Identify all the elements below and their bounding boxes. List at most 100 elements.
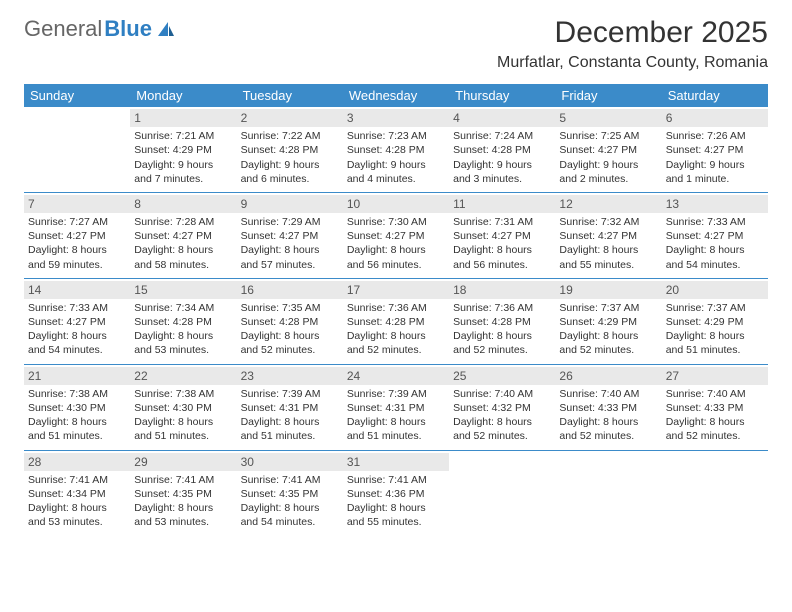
day-number: 7 bbox=[24, 195, 130, 213]
calendar-day-cell: 16Sunrise: 7:35 AMSunset: 4:28 PMDayligh… bbox=[237, 278, 343, 364]
sunrise-text: Sunrise: 7:26 AM bbox=[666, 129, 764, 143]
daylight-text: Daylight: 8 hours and 52 minutes. bbox=[559, 329, 657, 357]
sunset-text: Sunset: 4:29 PM bbox=[559, 315, 657, 329]
logo-text-blue: Blue bbox=[104, 16, 152, 42]
sunset-text: Sunset: 4:29 PM bbox=[134, 143, 232, 157]
sunrise-text: Sunrise: 7:40 AM bbox=[559, 387, 657, 401]
sunrise-text: Sunrise: 7:22 AM bbox=[241, 129, 339, 143]
daylight-text: Daylight: 8 hours and 51 minutes. bbox=[347, 415, 445, 443]
sunrise-text: Sunrise: 7:41 AM bbox=[347, 473, 445, 487]
day-number: 13 bbox=[662, 195, 768, 213]
sunrise-text: Sunrise: 7:41 AM bbox=[241, 473, 339, 487]
sunrise-text: Sunrise: 7:30 AM bbox=[347, 215, 445, 229]
sunset-text: Sunset: 4:36 PM bbox=[347, 487, 445, 501]
weekday-header: Wednesday bbox=[343, 84, 449, 107]
sunrise-text: Sunrise: 7:40 AM bbox=[453, 387, 551, 401]
calendar-day-cell bbox=[24, 107, 130, 192]
sunrise-text: Sunrise: 7:23 AM bbox=[347, 129, 445, 143]
sunset-text: Sunset: 4:35 PM bbox=[134, 487, 232, 501]
sunrise-text: Sunrise: 7:34 AM bbox=[134, 301, 232, 315]
daylight-text: Daylight: 8 hours and 58 minutes. bbox=[134, 243, 232, 271]
weekday-header: Thursday bbox=[449, 84, 555, 107]
daylight-text: Daylight: 8 hours and 52 minutes. bbox=[559, 415, 657, 443]
day-number: 12 bbox=[555, 195, 661, 213]
day-number: 17 bbox=[343, 281, 449, 299]
sunrise-text: Sunrise: 7:21 AM bbox=[134, 129, 232, 143]
day-number: 20 bbox=[662, 281, 768, 299]
sunset-text: Sunset: 4:27 PM bbox=[28, 229, 126, 243]
calendar-day-cell: 3Sunrise: 7:23 AMSunset: 4:28 PMDaylight… bbox=[343, 107, 449, 192]
sunset-text: Sunset: 4:27 PM bbox=[666, 143, 764, 157]
calendar-day-cell bbox=[555, 450, 661, 535]
sunrise-text: Sunrise: 7:38 AM bbox=[28, 387, 126, 401]
calendar-day-cell: 5Sunrise: 7:25 AMSunset: 4:27 PMDaylight… bbox=[555, 107, 661, 192]
daylight-text: Daylight: 8 hours and 51 minutes. bbox=[134, 415, 232, 443]
calendar-week-row: 7Sunrise: 7:27 AMSunset: 4:27 PMDaylight… bbox=[24, 192, 768, 278]
calendar-day-cell: 4Sunrise: 7:24 AMSunset: 4:28 PMDaylight… bbox=[449, 107, 555, 192]
weekday-header: Friday bbox=[555, 84, 661, 107]
calendar-day-cell: 15Sunrise: 7:34 AMSunset: 4:28 PMDayligh… bbox=[130, 278, 236, 364]
calendar-day-cell: 22Sunrise: 7:38 AMSunset: 4:30 PMDayligh… bbox=[130, 364, 236, 450]
day-number: 4 bbox=[449, 109, 555, 127]
sunset-text: Sunset: 4:35 PM bbox=[241, 487, 339, 501]
day-number: 23 bbox=[237, 367, 343, 385]
calendar-week-row: 21Sunrise: 7:38 AMSunset: 4:30 PMDayligh… bbox=[24, 364, 768, 450]
day-number: 29 bbox=[130, 453, 236, 471]
calendar-day-cell: 1Sunrise: 7:21 AMSunset: 4:29 PMDaylight… bbox=[130, 107, 236, 192]
daylight-text: Daylight: 8 hours and 52 minutes. bbox=[453, 329, 551, 357]
sunset-text: Sunset: 4:28 PM bbox=[241, 315, 339, 329]
day-number: 14 bbox=[24, 281, 130, 299]
day-number: 27 bbox=[662, 367, 768, 385]
day-number: 11 bbox=[449, 195, 555, 213]
daylight-text: Daylight: 9 hours and 6 minutes. bbox=[241, 158, 339, 186]
sunset-text: Sunset: 4:34 PM bbox=[28, 487, 126, 501]
sunrise-text: Sunrise: 7:41 AM bbox=[134, 473, 232, 487]
weekday-header: Monday bbox=[130, 84, 236, 107]
calendar-day-cell bbox=[662, 450, 768, 535]
sunrise-text: Sunrise: 7:40 AM bbox=[666, 387, 764, 401]
sunrise-text: Sunrise: 7:33 AM bbox=[666, 215, 764, 229]
daylight-text: Daylight: 8 hours and 54 minutes. bbox=[666, 243, 764, 271]
sunrise-text: Sunrise: 7:33 AM bbox=[28, 301, 126, 315]
daylight-text: Daylight: 8 hours and 51 minutes. bbox=[241, 415, 339, 443]
daylight-text: Daylight: 8 hours and 53 minutes. bbox=[134, 329, 232, 357]
calendar-day-cell: 2Sunrise: 7:22 AMSunset: 4:28 PMDaylight… bbox=[237, 107, 343, 192]
calendar-day-cell: 25Sunrise: 7:40 AMSunset: 4:32 PMDayligh… bbox=[449, 364, 555, 450]
calendar-day-cell: 23Sunrise: 7:39 AMSunset: 4:31 PMDayligh… bbox=[237, 364, 343, 450]
calendar-day-cell: 13Sunrise: 7:33 AMSunset: 4:27 PMDayligh… bbox=[662, 192, 768, 278]
daylight-text: Daylight: 8 hours and 54 minutes. bbox=[241, 501, 339, 529]
sunset-text: Sunset: 4:27 PM bbox=[559, 143, 657, 157]
day-number: 15 bbox=[130, 281, 236, 299]
daylight-text: Daylight: 9 hours and 2 minutes. bbox=[559, 158, 657, 186]
weekday-header-row: SundayMondayTuesdayWednesdayThursdayFrid… bbox=[24, 84, 768, 107]
logo: GeneralBlue bbox=[24, 16, 176, 42]
logo-text-general: General bbox=[24, 16, 102, 42]
calendar-day-cell: 28Sunrise: 7:41 AMSunset: 4:34 PMDayligh… bbox=[24, 450, 130, 535]
sunrise-text: Sunrise: 7:35 AM bbox=[241, 301, 339, 315]
calendar-day-cell: 20Sunrise: 7:37 AMSunset: 4:29 PMDayligh… bbox=[662, 278, 768, 364]
sunset-text: Sunset: 4:28 PM bbox=[347, 143, 445, 157]
day-number: 18 bbox=[449, 281, 555, 299]
daylight-text: Daylight: 8 hours and 59 minutes. bbox=[28, 243, 126, 271]
day-number: 8 bbox=[130, 195, 236, 213]
day-number: 30 bbox=[237, 453, 343, 471]
sunset-text: Sunset: 4:30 PM bbox=[28, 401, 126, 415]
calendar-day-cell: 29Sunrise: 7:41 AMSunset: 4:35 PMDayligh… bbox=[130, 450, 236, 535]
sunset-text: Sunset: 4:28 PM bbox=[347, 315, 445, 329]
day-number: 19 bbox=[555, 281, 661, 299]
daylight-text: Daylight: 8 hours and 52 minutes. bbox=[453, 415, 551, 443]
calendar-day-cell: 18Sunrise: 7:36 AMSunset: 4:28 PMDayligh… bbox=[449, 278, 555, 364]
calendar-day-cell: 10Sunrise: 7:30 AMSunset: 4:27 PMDayligh… bbox=[343, 192, 449, 278]
sunset-text: Sunset: 4:27 PM bbox=[134, 229, 232, 243]
calendar-day-cell: 24Sunrise: 7:39 AMSunset: 4:31 PMDayligh… bbox=[343, 364, 449, 450]
sunrise-text: Sunrise: 7:39 AM bbox=[347, 387, 445, 401]
calendar-day-cell: 12Sunrise: 7:32 AMSunset: 4:27 PMDayligh… bbox=[555, 192, 661, 278]
sunrise-text: Sunrise: 7:36 AM bbox=[347, 301, 445, 315]
calendar-day-cell: 17Sunrise: 7:36 AMSunset: 4:28 PMDayligh… bbox=[343, 278, 449, 364]
calendar-week-row: 28Sunrise: 7:41 AMSunset: 4:34 PMDayligh… bbox=[24, 450, 768, 535]
sunset-text: Sunset: 4:28 PM bbox=[453, 143, 551, 157]
daylight-text: Daylight: 8 hours and 53 minutes. bbox=[28, 501, 126, 529]
sunset-text: Sunset: 4:31 PM bbox=[241, 401, 339, 415]
sunset-text: Sunset: 4:27 PM bbox=[559, 229, 657, 243]
daylight-text: Daylight: 9 hours and 7 minutes. bbox=[134, 158, 232, 186]
